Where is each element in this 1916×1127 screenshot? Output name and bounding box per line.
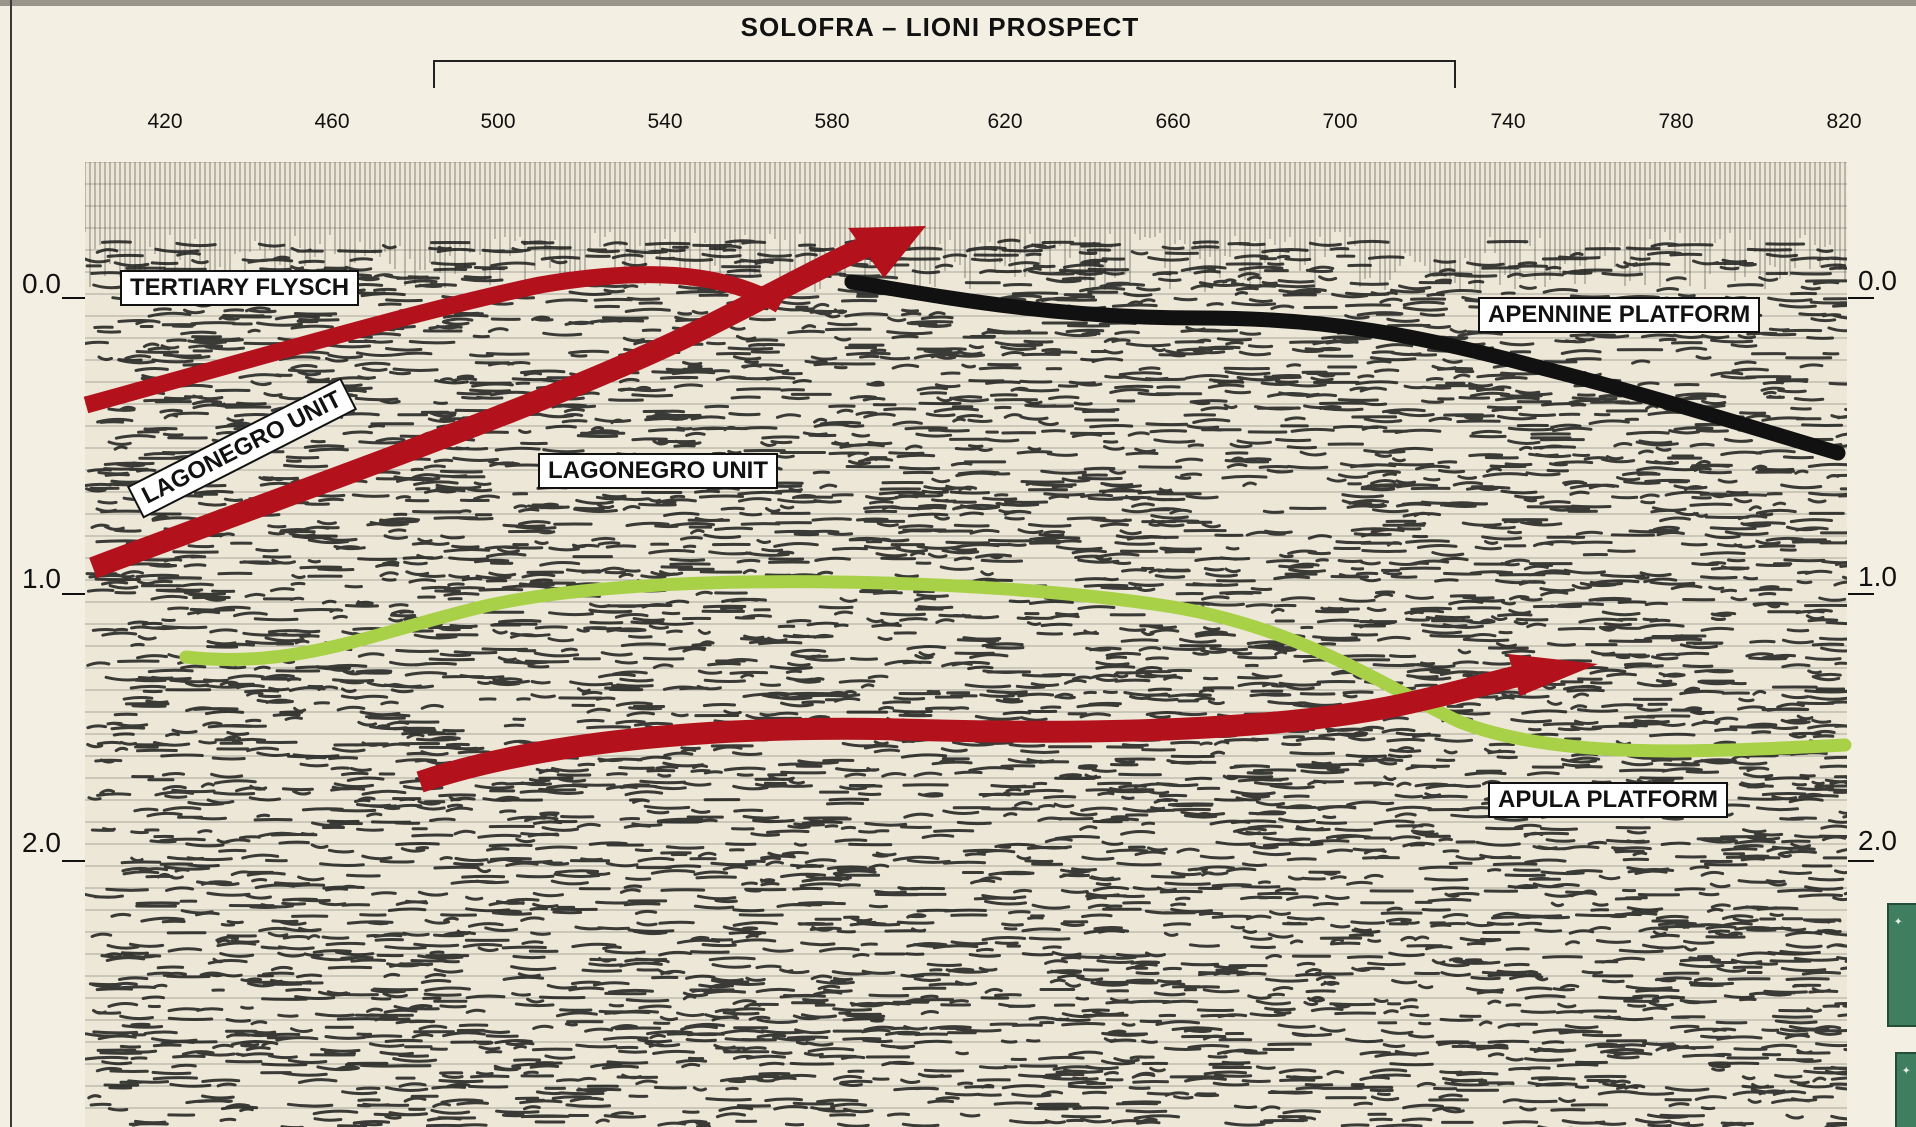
- apula-platform-horizon: [179, 575, 1852, 758]
- y-tick-right-2: 2.0: [1858, 825, 1897, 856]
- apula-thrust-arrowhead: [1508, 654, 1598, 696]
- postage-stamp-decoration-2: ✦: [1895, 1052, 1916, 1127]
- y-tick-left-1: 1.0: [22, 563, 61, 594]
- label-tertiary-flysch: TERTIARY FLYSCH: [120, 270, 360, 306]
- label-lagonegro-unit-lower: LAGONEGRO UNIT: [538, 453, 778, 489]
- x-tick-500: 500: [480, 110, 516, 133]
- y-mark-left-0: [62, 297, 88, 299]
- left-border: [10, 0, 12, 1127]
- y-mark-left-1: [62, 593, 88, 595]
- y-mark-right-1: [1848, 593, 1874, 595]
- figure-title: SOLOFRA – LIONI PROSPECT: [740, 12, 1140, 42]
- lagonegro-thrust: [89, 234, 875, 579]
- x-tick-660: 660: [1155, 110, 1191, 133]
- y-tick-right-0: 0.0: [1858, 265, 1897, 296]
- top-border: [0, 0, 1916, 6]
- trace-lines: [85, 162, 1846, 292]
- x-tick-740: 740: [1490, 110, 1526, 133]
- y-mark-right-2: [1848, 860, 1874, 862]
- x-tick-460: 460: [314, 110, 350, 133]
- tertiary-flysch-thrust: [83, 266, 785, 414]
- x-tick-540: 540: [647, 110, 683, 133]
- apennine-platform-horizon: [844, 274, 1846, 461]
- x-tick-620: 620: [987, 110, 1023, 133]
- x-tick-820: 820: [1826, 110, 1862, 133]
- label-apennine-platform: APENNINE PLATFORM: [1478, 297, 1761, 333]
- x-tick-780: 780: [1658, 110, 1694, 133]
- x-tick-580: 580: [814, 110, 850, 133]
- postage-stamp-decoration: ✦: [1887, 903, 1916, 1027]
- y-tick-left-0: 0.0: [22, 268, 61, 299]
- y-mark-left-2: [62, 860, 88, 862]
- y-tick-left-2: 2.0: [22, 827, 61, 858]
- apula-thrust: [416, 662, 1533, 793]
- prospect-bracket: [433, 60, 1456, 88]
- label-apula-platform: APULA PLATFORM: [1488, 782, 1728, 818]
- x-tick-700: 700: [1322, 110, 1358, 133]
- y-mark-right-0: [1848, 297, 1874, 299]
- lagonegro-thrust-arrowhead: [848, 226, 926, 278]
- y-tick-right-1: 1.0: [1858, 561, 1897, 592]
- x-tick-420: 420: [147, 110, 183, 133]
